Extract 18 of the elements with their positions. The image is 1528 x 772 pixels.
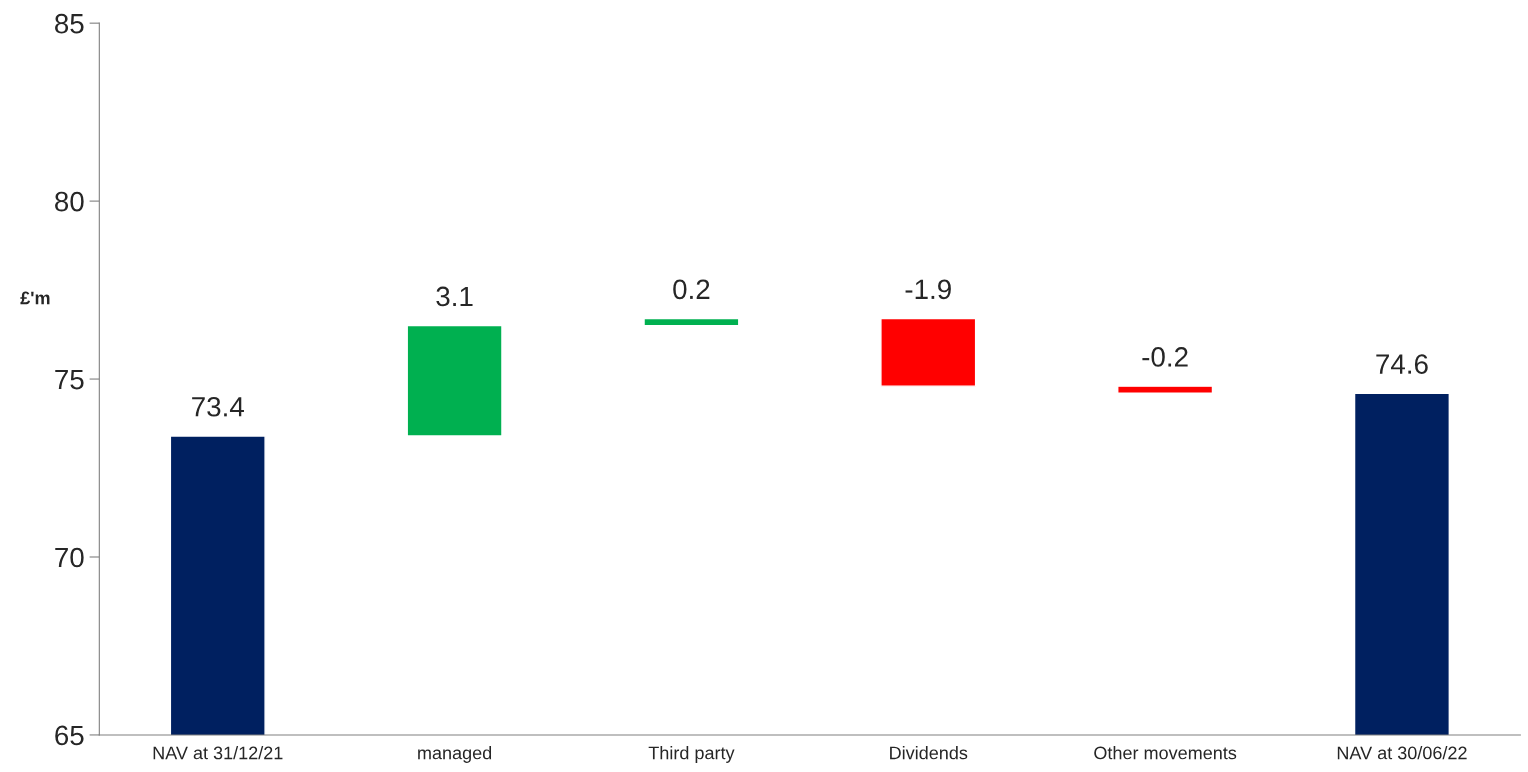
x-tick-label: Third party — [648, 746, 735, 763]
x-tick-label: Other movements — [1094, 746, 1237, 760]
y-tick-label: 75 — [55, 370, 84, 390]
y-tick-label: 80 — [55, 191, 84, 212]
y-tick-label: 85 — [55, 13, 84, 34]
data-label: 0.2 — [673, 279, 710, 300]
data-label: -1.9 — [905, 279, 951, 300]
x-tick-label: NAV at 30/06/22 — [1337, 746, 1467, 760]
x-tick-label: NAV at 31/12/21 — [153, 746, 283, 760]
x-tick-label: managed — [418, 746, 492, 763]
x-tick-label: Dividends — [890, 746, 968, 760]
y-axis-title: £'m — [20, 291, 50, 305]
data-label: 74.6 — [1376, 354, 1428, 374]
y-tick-label: 65 — [55, 725, 84, 746]
data-label: 3.1 — [436, 286, 473, 307]
data-label: -0.2 — [1142, 347, 1188, 367]
y-tick-label: 70 — [55, 547, 84, 568]
data-label: 73.4 — [192, 396, 244, 417]
